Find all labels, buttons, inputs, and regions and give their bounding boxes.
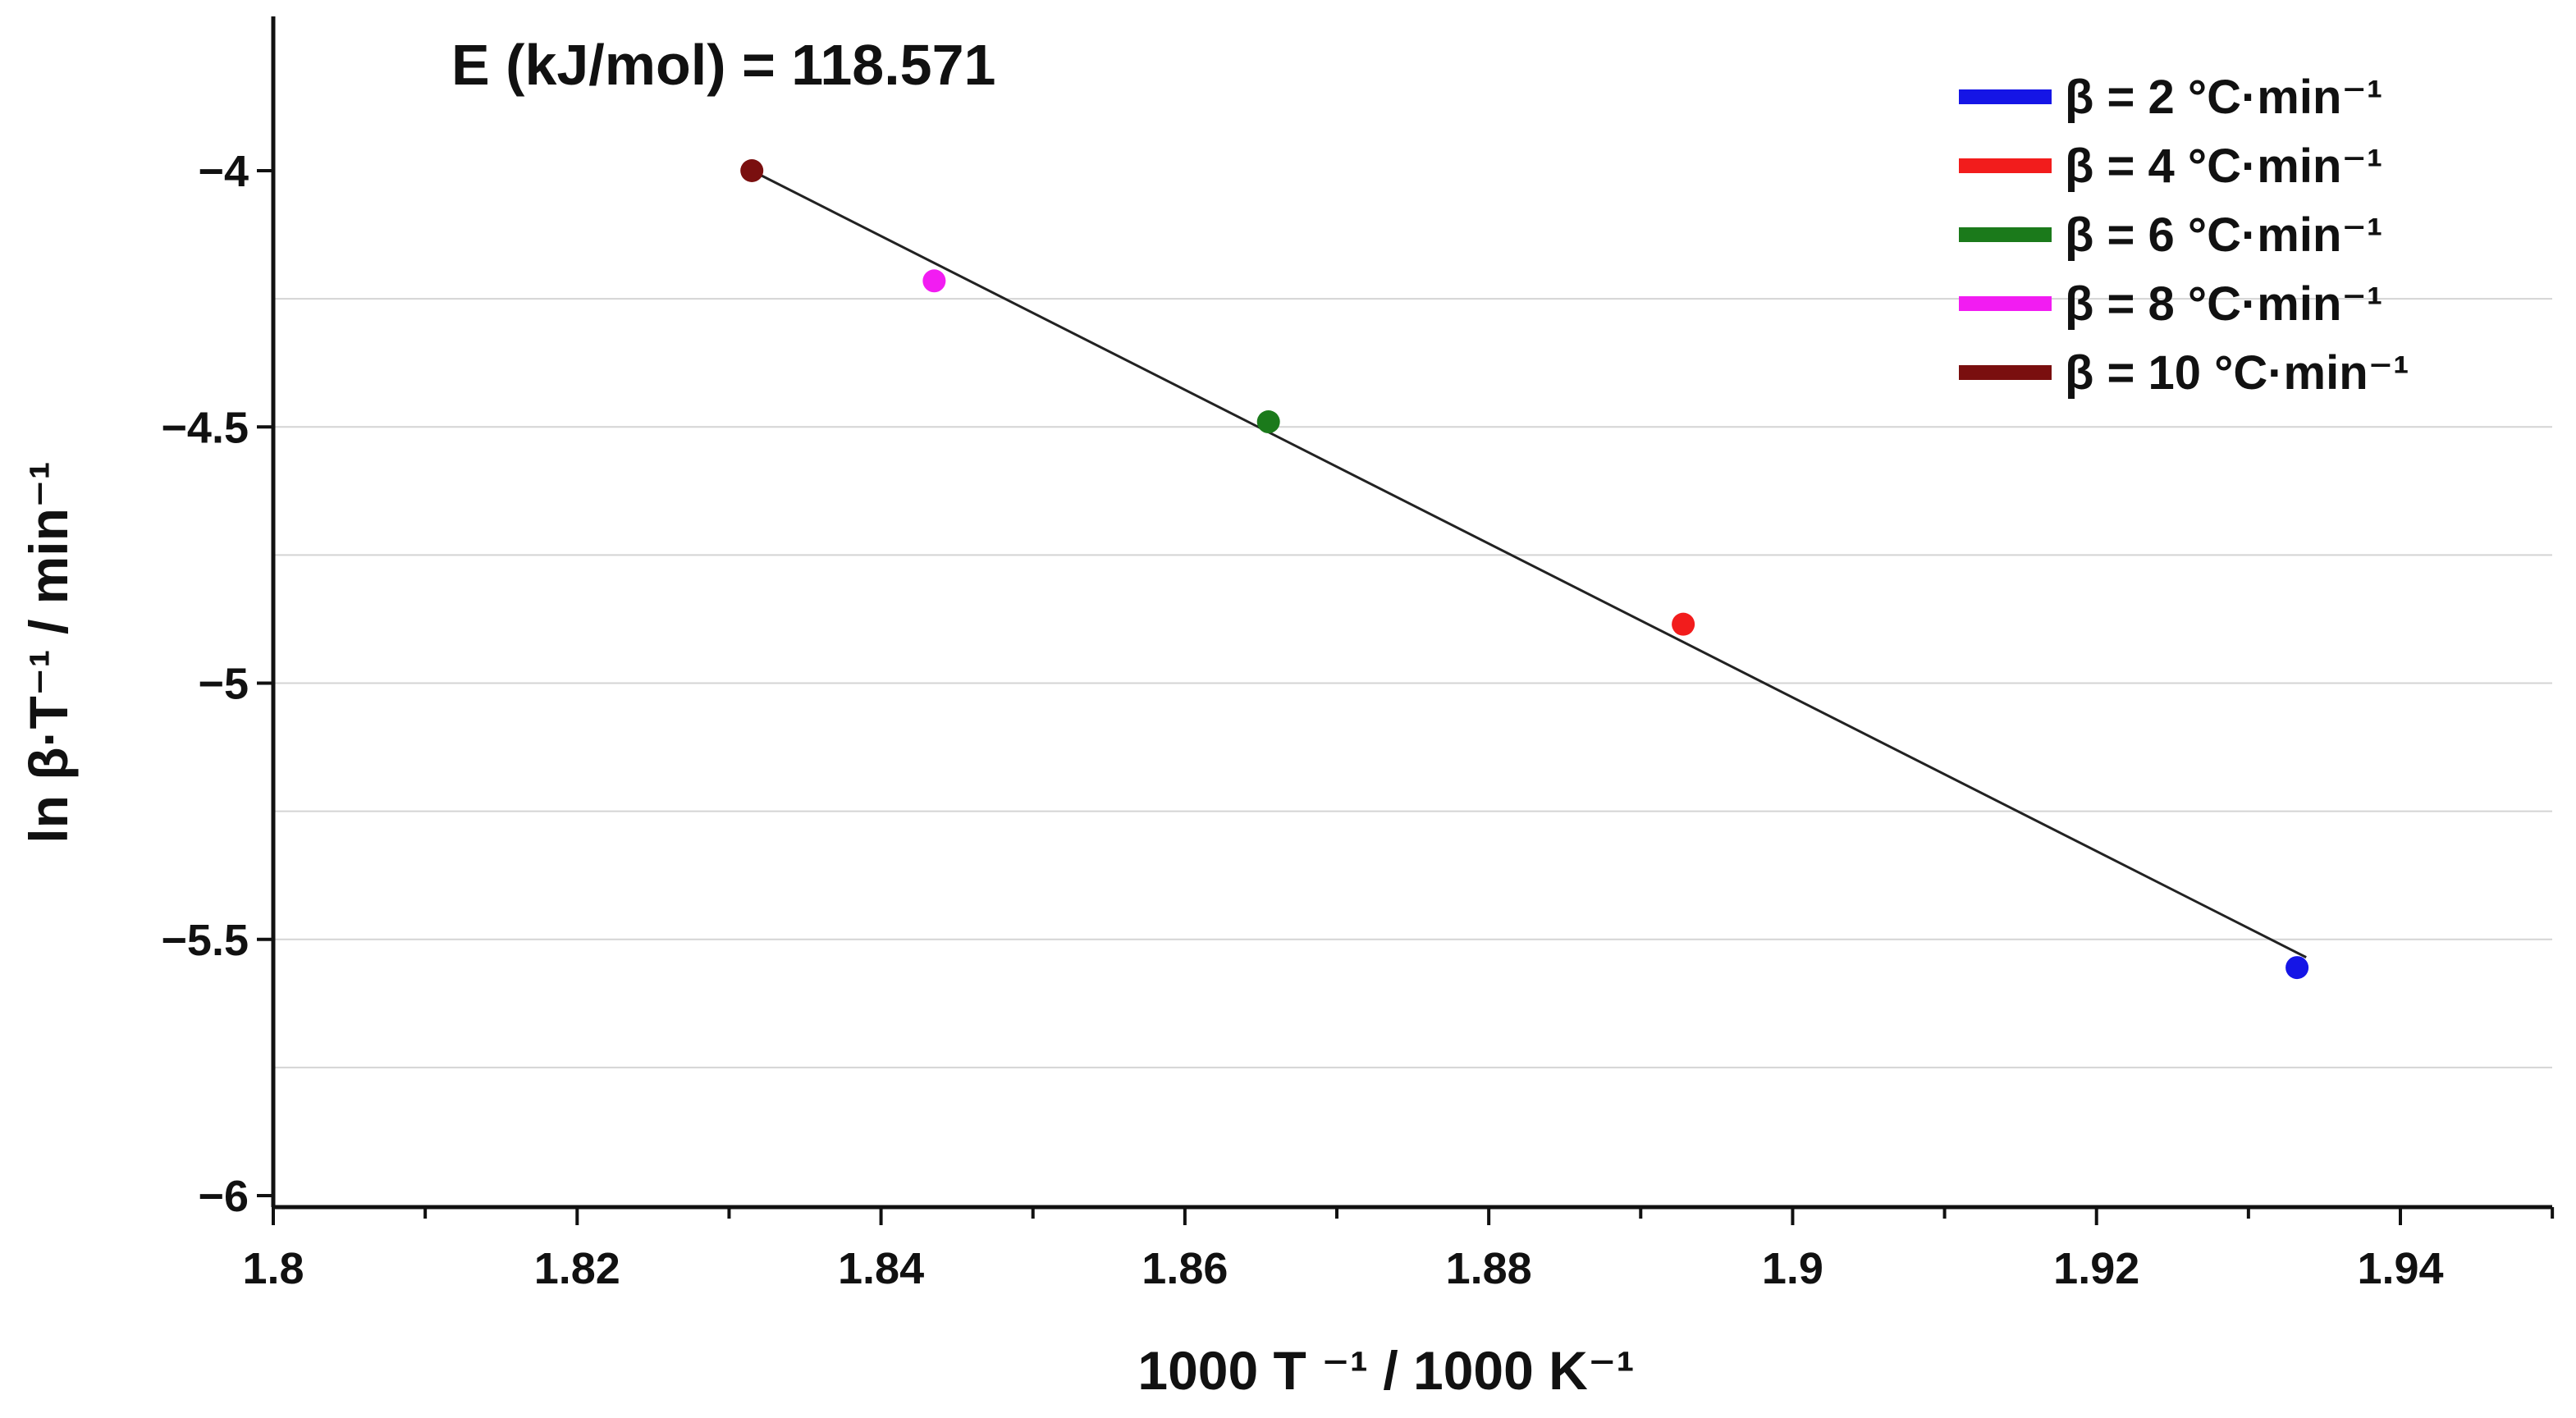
x-axis-title: 1000 T ⁻¹ / 1000 K⁻¹ <box>1137 1340 1634 1401</box>
legend-label-4: β = 10 °C·min⁻¹ <box>2065 346 2409 400</box>
fit-line-group <box>751 169 2307 958</box>
data-point-2 <box>1256 410 1280 434</box>
legend-label-2: β = 6 °C·min⁻¹ <box>2065 208 2382 262</box>
x-tick-label: 1.86 <box>1142 1244 1228 1293</box>
y-tick-label: −6 <box>198 1172 249 1221</box>
x-tick-label: 1.92 <box>2053 1244 2139 1293</box>
data-point-1 <box>1672 612 1695 636</box>
fit-line <box>751 169 2307 958</box>
y-tick-label: −4 <box>198 147 249 196</box>
y-axis-title: ln β·T⁻¹ / min⁻¹ <box>18 461 79 844</box>
x-tick-label: 1.88 <box>1446 1244 1532 1293</box>
activation-energy-annotation: E (kJ/mol) = 118.571 <box>451 33 995 97</box>
x-tick-label: 1.94 <box>2357 1244 2443 1293</box>
x-tick-label: 1.84 <box>838 1244 924 1293</box>
data-point-4 <box>740 159 764 182</box>
x-ticks: 1.8 1.82 1.84 1.86 1.88 1.9 1.92 1.94 <box>242 1207 2555 1293</box>
legend-label-0: β = 2 °C·min⁻¹ <box>2065 71 2382 124</box>
data-point-3 <box>922 269 946 293</box>
gridlines <box>273 298 2552 1068</box>
y-ticks: −4 −4.5 −5 −5.5 −6 <box>161 147 273 1221</box>
data-point-0 <box>2285 956 2309 980</box>
axes <box>271 16 2552 1210</box>
legend: β = 2 °C·min⁻¹ β = 4 °C·min⁻¹ β = 6 °C·min… <box>1959 71 2409 400</box>
legend-label-3: β = 8 °C·min⁻¹ <box>2065 277 2382 331</box>
x-tick-label: 1.82 <box>534 1244 620 1293</box>
y-tick-label: −5 <box>198 660 249 709</box>
data-points <box>740 159 2309 980</box>
x-tick-label: 1.8 <box>242 1244 304 1293</box>
y-tick-label: −5.5 <box>161 916 249 965</box>
x-tick-label: 1.9 <box>1762 1244 1823 1293</box>
y-tick-label: −4.5 <box>161 403 249 452</box>
legend-label-1: β = 4 °C·min⁻¹ <box>2065 140 2382 193</box>
